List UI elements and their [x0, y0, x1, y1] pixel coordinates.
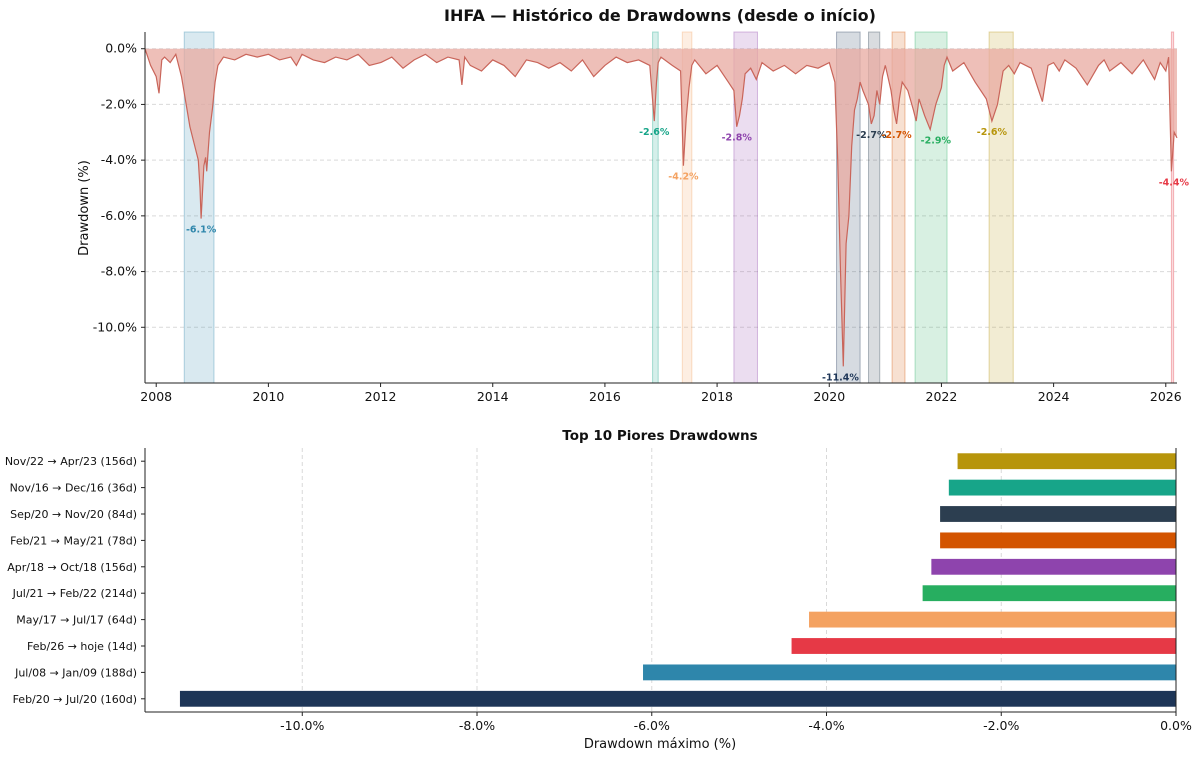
drawdown-bar [922, 585, 1176, 602]
trough-annotation: -4.4% [1159, 177, 1190, 188]
trough-annotation: -2.9% [921, 136, 952, 147]
top-x-tick-label: 2008 [140, 389, 172, 404]
bottom-category-label: Feb/26 → hoje (14d) [27, 640, 137, 653]
bottom-chart-bars [179, 453, 1176, 707]
top-x-tick-label: 2014 [477, 389, 509, 404]
top-chart-axes: 0.0% -2.0% -4.0% -6.0% -8.0% -10.0% 2008 2010 20… [93, 32, 1182, 404]
top-x-tick-label: 2024 [1038, 389, 1070, 404]
trough-annotation: -2.8% [722, 133, 753, 144]
bottom-chart-x-axis-label: Drawdown máximo (%) [584, 737, 736, 752]
trough-annotation: -2.7% [856, 130, 887, 141]
trough-annotation: -2.7% [881, 130, 912, 141]
top-y-tick-label: -4.0% [101, 152, 137, 167]
bottom-category-label: Nov/22 → Apr/23 (156d) [5, 455, 137, 468]
bottom-category-label: Nov/16 → Dec/16 (36d) [10, 482, 137, 495]
trough-annotation: -4.2% [668, 172, 699, 183]
top-x-tick-label: 2010 [252, 389, 284, 404]
top-y-tick-label: -2.0% [101, 96, 137, 111]
top-chart-title: IHFA — Histórico de Drawdowns (desde o i… [444, 6, 876, 25]
bottom-x-tick-label: -6.0% [634, 718, 670, 733]
top-x-tick-label: 2012 [365, 389, 397, 404]
bottom-x-tick-label: -10.0% [280, 718, 324, 733]
bottom-category-label: Jul/08 → Jan/09 (188d) [14, 666, 137, 679]
bottom-category-label: Feb/20 → Jul/20 (160d) [13, 693, 137, 706]
bottom-x-tick-label: -4.0% [808, 718, 844, 733]
trough-annotation: -2.6% [639, 127, 670, 138]
bottom-x-tick-label: -2.0% [983, 718, 1019, 733]
top-y-tick-label: -8.0% [101, 264, 137, 279]
bottom-category-label: Jul/21 → Feb/22 (214d) [12, 587, 137, 600]
bottom-category-label: May/17 → Jul/17 (64d) [16, 614, 137, 627]
top-x-tick-label: 2022 [926, 389, 958, 404]
bottom-x-tick-label: -8.0% [459, 718, 495, 733]
drawdown-bar [940, 506, 1176, 522]
top-chart-series [144, 48, 1178, 367]
top-x-tick-label: 2026 [1150, 389, 1182, 404]
trough-annotation: -2.6% [977, 127, 1008, 138]
top-y-tick-label: -6.0% [101, 208, 137, 223]
top-x-tick-label: 2020 [813, 389, 845, 404]
bottom-chart-title: Top 10 Piores Drawdowns [562, 428, 757, 444]
drawdown-bar [179, 690, 1176, 707]
drawdown-bar [809, 611, 1176, 628]
drawdown-bar [791, 638, 1176, 654]
drawdown-bar [643, 664, 1176, 681]
drawdown-bar [948, 479, 1176, 496]
drawdown-bar [940, 532, 1176, 549]
bottom-category-label: Feb/21 → May/21 (78d) [10, 534, 137, 547]
drawdown-line [144, 48, 1178, 367]
bottom-category-label: Apr/18 → Oct/18 (156d) [7, 561, 137, 574]
top-x-tick-label: 2018 [701, 389, 733, 404]
trough-annotation: -11.4% [822, 372, 859, 383]
bottom-category-label: Sep/20 → Nov/20 (84d) [10, 508, 137, 521]
bottom-x-tick-label: 0.0% [1160, 718, 1192, 733]
top-chart-y-axis-label: Drawdown (%) [77, 160, 92, 256]
top-x-tick-label: 2016 [589, 389, 621, 404]
top-y-tick-label: -10.0% [93, 319, 137, 334]
drawdown-bar [957, 453, 1176, 470]
top-y-tick-label: 0.0% [105, 41, 137, 56]
top-chart-annotations: -6.1% -2.6% -4.2% -2.8% -11.4% -2.7%-2.7% -2.9… [186, 127, 1190, 383]
trough-annotation: -6.1% [186, 225, 217, 236]
bottom-chart-axes: -10.0% -8.0% -6.0% -4.0% -2.0% 0.0% Nov/22 → A… [5, 448, 1192, 733]
drawdown-bar [931, 558, 1176, 575]
